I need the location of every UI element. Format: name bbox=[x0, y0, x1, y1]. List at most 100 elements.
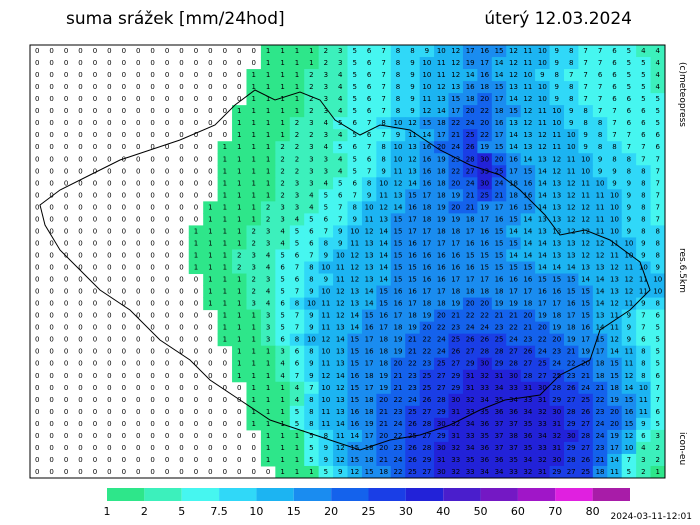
cell-value: 5 bbox=[352, 131, 356, 139]
precip-cell bbox=[304, 321, 320, 335]
cell-value: 0 bbox=[165, 444, 169, 452]
precip-cell bbox=[232, 285, 247, 299]
cell-value: 0 bbox=[251, 456, 255, 464]
cell-value: 19 bbox=[581, 348, 590, 356]
precip-cell bbox=[347, 273, 363, 287]
precip-cell bbox=[232, 117, 247, 130]
precip-cell bbox=[188, 261, 204, 275]
cell-value: 1 bbox=[266, 95, 270, 103]
cell-value: 12 bbox=[596, 239, 605, 247]
cell-value: 17 bbox=[567, 312, 576, 320]
cell-value: 19 bbox=[437, 203, 446, 211]
cell-value: 10 bbox=[639, 384, 648, 392]
cell-value: 0 bbox=[93, 408, 97, 416]
cell-value: 0 bbox=[194, 468, 198, 476]
cell-value: 22 bbox=[394, 396, 403, 404]
cell-value: 12 bbox=[408, 119, 417, 127]
cell-value: 18 bbox=[408, 312, 417, 320]
cell-value: 2 bbox=[324, 59, 328, 67]
precip-cell bbox=[477, 249, 493, 262]
precip-cell bbox=[275, 189, 291, 202]
precip-cell bbox=[289, 189, 305, 202]
precip-cell bbox=[506, 309, 522, 323]
precip-cell bbox=[477, 309, 493, 323]
cell-value: 0 bbox=[64, 324, 68, 332]
cell-value: 5 bbox=[352, 95, 356, 103]
cell-value: 7 bbox=[381, 131, 385, 139]
precip-cell bbox=[621, 129, 637, 142]
cell-value: 16 bbox=[480, 239, 489, 247]
precip-cell bbox=[232, 321, 247, 335]
precip-cell bbox=[549, 189, 565, 202]
precip-cell bbox=[260, 249, 276, 262]
cell-value: 9 bbox=[598, 167, 602, 175]
cell-value: 0 bbox=[165, 47, 169, 55]
precip-cell bbox=[246, 165, 262, 178]
precip-cell bbox=[549, 141, 565, 154]
cell-value: 0 bbox=[93, 288, 97, 296]
precip-cell bbox=[304, 189, 320, 202]
cell-value: 0 bbox=[49, 215, 53, 223]
cell-value: 2 bbox=[309, 71, 313, 79]
precip-cell bbox=[563, 225, 579, 238]
precip-cell bbox=[448, 117, 464, 130]
cell-value: 1 bbox=[208, 251, 212, 259]
precip-cell bbox=[246, 117, 262, 130]
precip-cell bbox=[304, 45, 320, 58]
cell-value: 9 bbox=[627, 227, 631, 235]
cell-value: 0 bbox=[35, 276, 39, 284]
cell-value: 10 bbox=[624, 239, 633, 247]
cell-value: 5 bbox=[295, 408, 299, 416]
cell-value: 17 bbox=[509, 288, 518, 296]
cell-value: 0 bbox=[93, 179, 97, 187]
cell-value: 7 bbox=[641, 312, 645, 320]
cell-value: 15 bbox=[350, 396, 359, 404]
cell-value: 1 bbox=[223, 264, 227, 272]
cell-value: 2 bbox=[280, 143, 284, 151]
cell-value: 0 bbox=[107, 47, 111, 55]
cell-value: 0 bbox=[35, 348, 39, 356]
cell-value: 0 bbox=[194, 71, 198, 79]
cell-value: 15 bbox=[422, 119, 431, 127]
precip-cell bbox=[203, 249, 219, 262]
cell-value: 0 bbox=[49, 95, 53, 103]
cell-value: 1 bbox=[280, 95, 284, 103]
cell-value: 5 bbox=[324, 468, 328, 476]
cell-value: 9 bbox=[555, 95, 559, 103]
precip-cell bbox=[520, 93, 536, 106]
cell-value: 23 bbox=[408, 384, 417, 392]
cell-value: 0 bbox=[136, 264, 140, 272]
cell-value: 15 bbox=[495, 251, 504, 259]
precip-cell bbox=[405, 93, 421, 106]
precip-cell bbox=[462, 129, 478, 142]
cell-value: 14 bbox=[422, 131, 431, 139]
cell-value: 0 bbox=[35, 203, 39, 211]
cell-value: 30 bbox=[437, 468, 446, 476]
cell-value: 16 bbox=[624, 408, 633, 416]
cell-value: 1 bbox=[266, 191, 270, 199]
cell-value: 17 bbox=[552, 300, 561, 308]
cell-value: 8 bbox=[641, 167, 645, 175]
cell-value: 35 bbox=[480, 432, 489, 440]
cell-value: 0 bbox=[78, 179, 82, 187]
precip-cell bbox=[419, 273, 435, 287]
cell-value: 1 bbox=[266, 420, 270, 428]
precip-cell bbox=[347, 81, 363, 94]
cell-value: 9 bbox=[324, 276, 328, 284]
cell-value: 8 bbox=[641, 372, 645, 380]
precip-cell bbox=[636, 129, 652, 142]
cell-value: 0 bbox=[208, 107, 212, 115]
cell-value: 0 bbox=[35, 71, 39, 79]
cell-value: 1 bbox=[280, 384, 284, 392]
cell-value: 0 bbox=[107, 396, 111, 404]
cell-value: 5 bbox=[309, 215, 313, 223]
cell-value: 6 bbox=[367, 95, 372, 103]
precip-cell bbox=[347, 189, 363, 202]
cell-value: 5 bbox=[627, 71, 631, 79]
cell-value: 7 bbox=[627, 143, 631, 151]
cell-value: 1 bbox=[251, 179, 255, 187]
precip-cell bbox=[563, 237, 579, 250]
cell-value: 0 bbox=[78, 83, 82, 91]
cell-value: 0 bbox=[93, 155, 97, 163]
cell-value: 0 bbox=[78, 215, 82, 223]
